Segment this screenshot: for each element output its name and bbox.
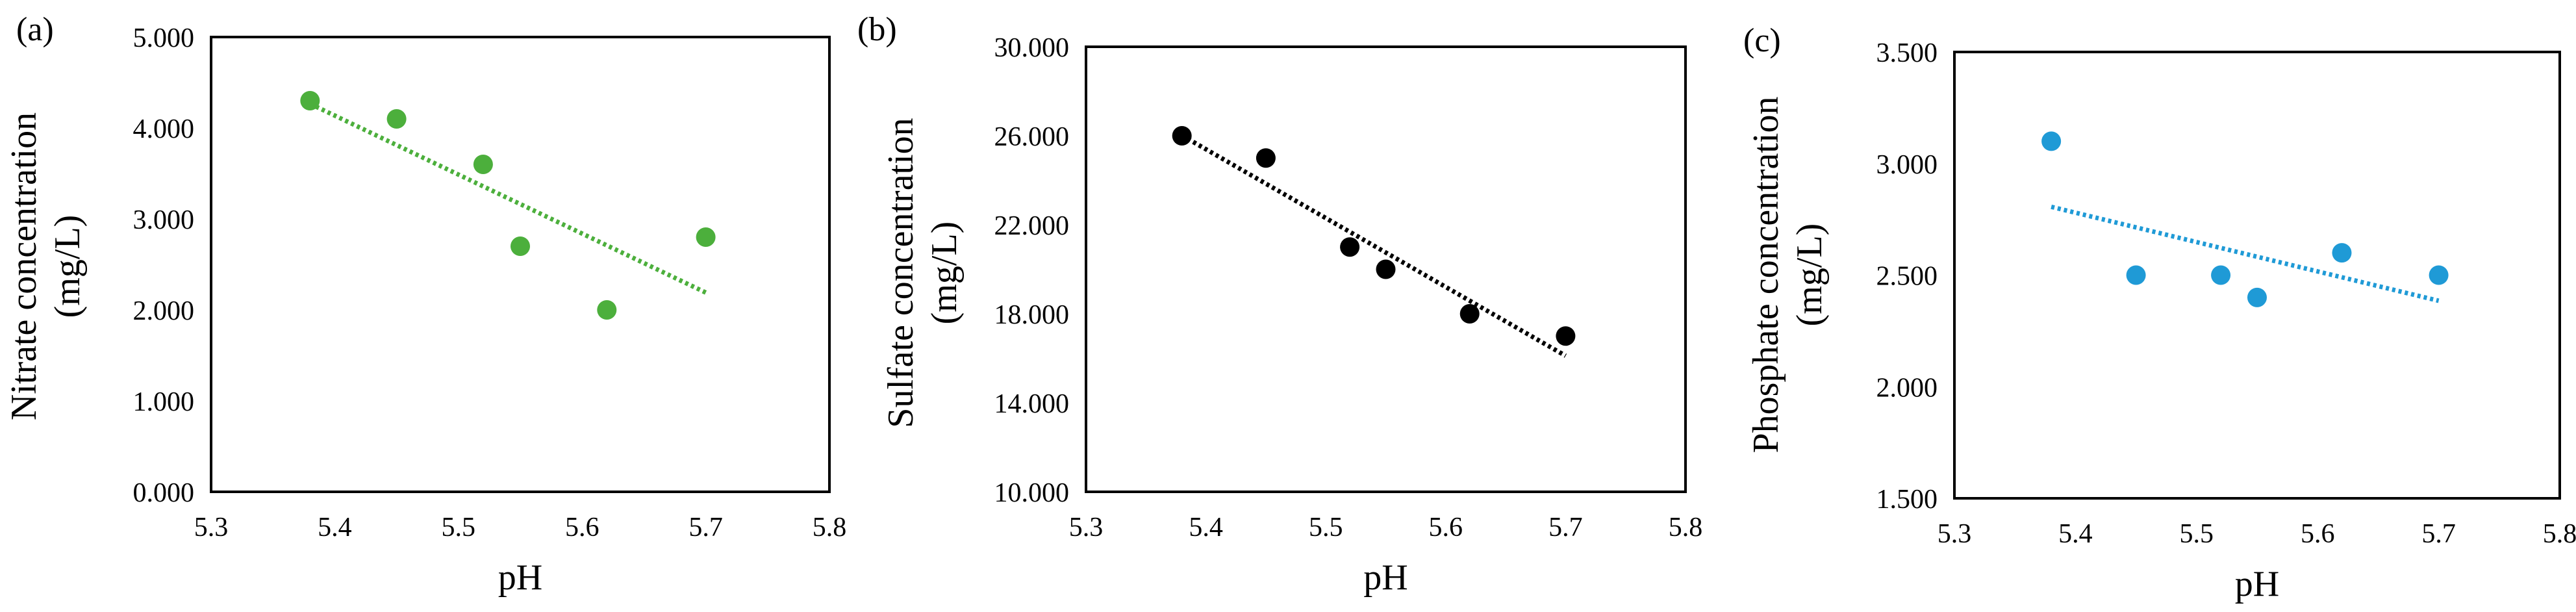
y-axis-label-2-line-1: (mg/L) (1789, 223, 1830, 327)
y-tick-label-0: 0.000 (133, 478, 195, 508)
data-point-2 (2041, 131, 2062, 151)
x-tick-label-1: 5.7 (1548, 513, 1583, 542)
data-point-0 (386, 109, 407, 129)
y-axis-label-2-line-0: Phosphate concentration (1746, 97, 1786, 453)
data-point-1 (1340, 237, 1360, 257)
y-tick-label-0: 3.000 (133, 205, 195, 235)
panel-label-0: (a) (16, 11, 54, 48)
data-point-1 (1556, 326, 1576, 346)
y-tick-label-1: 22.000 (994, 211, 1070, 241)
data-point-2 (2211, 265, 2231, 285)
y-tick-label-1: 18.000 (994, 300, 1070, 330)
data-point-0 (696, 227, 716, 247)
x-tick-label-1: 5.8 (1669, 513, 1703, 542)
data-point-0 (597, 300, 617, 320)
y-tick-label-0: 4.000 (133, 114, 195, 144)
x-tick-label-2: 5.6 (2301, 519, 2335, 549)
y-tick-label-2: 2.500 (1876, 262, 1938, 292)
trendline-0 (309, 101, 707, 295)
y-tick-label-0: 5.000 (133, 23, 195, 53)
y-tick-label-2: 2.000 (1876, 373, 1938, 403)
data-point-1 (1172, 126, 1192, 146)
panel-label-2: (c) (1743, 22, 1781, 59)
x-tick-label-0: 5.8 (813, 513, 847, 542)
trendline-2 (2051, 204, 2440, 303)
y-tick-label-1: 14.000 (994, 389, 1070, 419)
data-point-0 (473, 155, 493, 174)
x-axis-label-0: pH (498, 557, 542, 598)
data-point-1 (1459, 304, 1480, 324)
y-axis-label-0-line-1: (mg/L) (47, 215, 88, 318)
x-tick-label-0: 5.3 (194, 513, 229, 542)
x-tick-label-0: 5.5 (442, 513, 476, 542)
x-axis-label-1: pH (1363, 557, 1408, 598)
y-tick-label-2: 3.000 (1876, 150, 1938, 180)
x-axis-label-2: pH (2235, 564, 2279, 604)
y-tick-label-0: 2.000 (133, 296, 195, 326)
y-tick-label-0: 1.000 (133, 387, 195, 417)
y-axis-label-1-line-0: Sulfate concentration (881, 118, 921, 427)
y-tick-label-1: 10.000 (994, 478, 1070, 508)
plot-frame-1 (1085, 45, 1687, 493)
x-tick-label-2: 5.8 (2543, 519, 2576, 549)
x-tick-label-2: 5.7 (2421, 519, 2456, 549)
x-tick-label-2: 5.4 (2058, 519, 2093, 549)
y-tick-label-2: 3.500 (1876, 38, 1938, 68)
y-axis-label-1-line-1: (mg/L) (924, 222, 965, 325)
y-tick-label-1: 30.000 (994, 33, 1070, 63)
data-point-2 (2332, 243, 2352, 263)
data-point-1 (1376, 259, 1396, 279)
data-point-0 (511, 236, 530, 256)
plot-frame-2 (1953, 51, 2561, 500)
trendline-1 (1180, 133, 1567, 358)
x-tick-label-1: 5.5 (1309, 513, 1343, 542)
y-tick-label-1: 26.000 (994, 122, 1070, 152)
plot-frame-0 (210, 36, 831, 493)
x-tick-label-0: 5.6 (565, 513, 600, 542)
x-tick-label-1: 5.3 (1069, 513, 1104, 542)
y-tick-label-2: 1.500 (1876, 485, 1938, 515)
x-tick-label-1: 5.4 (1189, 513, 1223, 542)
x-tick-label-0: 5.4 (318, 513, 352, 542)
x-tick-label-2: 5.3 (1938, 519, 1972, 549)
data-point-2 (2429, 265, 2449, 285)
data-point-2 (2126, 265, 2146, 285)
y-axis-label-0-line-0: Nitrate concentration (4, 112, 44, 420)
panel-label-1: (b) (857, 11, 897, 48)
x-tick-label-1: 5.6 (1429, 513, 1463, 542)
x-tick-label-0: 5.7 (688, 513, 723, 542)
data-point-0 (300, 91, 320, 110)
data-point-1 (1256, 148, 1276, 168)
data-point-2 (2247, 287, 2267, 307)
x-tick-label-2: 5.5 (2180, 519, 2214, 549)
